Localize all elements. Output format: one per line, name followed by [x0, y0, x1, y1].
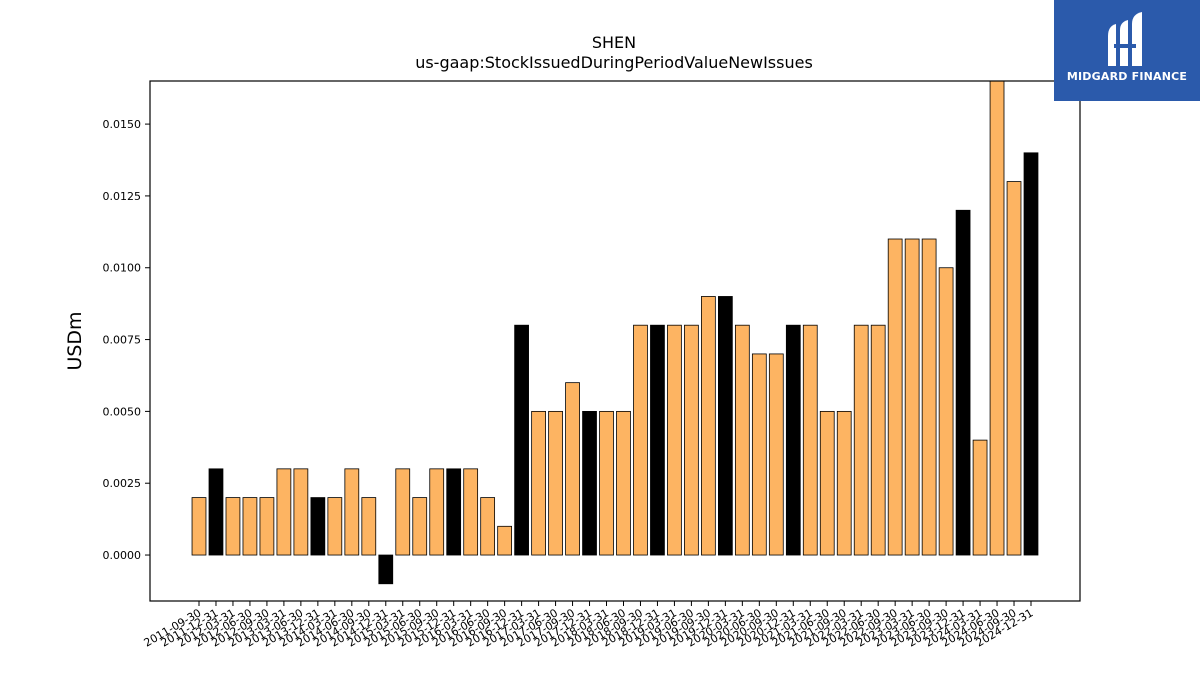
bar-2023-09-30	[938, 267, 954, 556]
y-axis: 0.0000 0.0025 0.0050 0.0075 0.0100 0.0125 0.01…	[103, 118, 150, 562]
chart-subtitle: us-gaap:StockIssuedDuringPeriodValueNewI…	[415, 53, 813, 72]
bar-2020-09-30	[768, 353, 784, 556]
y-tick-label: 0.0000	[103, 549, 142, 562]
bar-2015-06-30	[412, 497, 428, 556]
bar-2011-09-30	[191, 497, 207, 556]
brand-logo: MIDGARD FINANCE	[1054, 0, 1200, 101]
bar-2018-06-30	[616, 410, 631, 556]
bar-2019-12-31	[718, 296, 733, 556]
x-axis: 2011-09-302011-12-312012-03-312012-06-30…	[142, 601, 1036, 650]
logo-mark-icon	[1108, 12, 1142, 66]
y-tick-label: 0.0075	[103, 334, 142, 347]
bar-2017-06-30	[548, 410, 563, 556]
y-tick-label: 0.0150	[103, 118, 142, 131]
bar-2013-12-31	[310, 497, 326, 556]
bar-2022-03-31	[853, 324, 869, 556]
bar-2016-09-30	[497, 525, 512, 556]
bar-2024-09-30	[1006, 181, 1022, 556]
y-tick-label: 0.0100	[103, 262, 142, 275]
bar-2021-09-30	[836, 410, 852, 556]
bar-2016-12-31	[514, 324, 529, 556]
bar-2017-03-31	[531, 410, 546, 556]
bar-2022-09-30	[887, 238, 903, 556]
bar-2024-03-31	[972, 439, 988, 556]
bar-2011-12-31	[208, 468, 224, 556]
bar-2014-03-31	[327, 497, 343, 556]
bar-2012-06-30	[242, 497, 258, 556]
bar-2019-09-30	[701, 296, 716, 556]
chart-title: SHEN	[592, 33, 636, 52]
bar-2020-06-30	[751, 353, 767, 556]
bar-2012-09-30	[259, 497, 275, 556]
bar-2016-06-30	[480, 497, 496, 556]
bar-2023-06-30	[921, 238, 937, 556]
y-axis-label: USDm	[64, 311, 86, 370]
bars	[191, 80, 1039, 585]
plot-frame	[149, 80, 1081, 602]
bar-2012-03-31	[225, 497, 241, 556]
bar-2024-06-30	[989, 80, 1005, 556]
bar-2018-09-30	[633, 324, 648, 556]
bar-2019-06-30	[684, 324, 699, 556]
bar-2016-03-31	[463, 468, 479, 556]
y-tick-label: 0.0025	[103, 477, 142, 490]
bar-2013-06-30	[293, 468, 309, 556]
bar-2022-06-30	[870, 324, 886, 556]
bar-2019-03-31	[667, 324, 682, 556]
logo-text: MIDGARD FINANCE	[1066, 70, 1188, 83]
bar-2015-12-31	[446, 468, 462, 556]
bar-2021-03-31	[802, 324, 818, 556]
bar-2018-12-31	[650, 324, 665, 556]
bar-2014-12-31	[378, 554, 394, 585]
bar-2024-12-31	[1023, 152, 1039, 556]
bar-2013-03-31	[276, 468, 292, 556]
bar-2021-06-30	[819, 410, 835, 556]
y-tick-label: 0.0125	[103, 190, 142, 203]
bar-2023-03-31	[904, 238, 920, 556]
bar-2017-09-30	[565, 382, 580, 556]
bar-2023-12-31	[955, 209, 971, 556]
bar-2020-03-31	[734, 324, 750, 556]
y-tick-label: 0.0050	[103, 405, 142, 418]
bar-2015-09-30	[429, 468, 445, 556]
bar-2020-12-31	[785, 324, 801, 556]
bar-2014-09-30	[361, 497, 377, 556]
bar-2015-03-31	[395, 468, 411, 556]
bar-2017-12-31	[582, 410, 597, 556]
bar-2014-06-30	[344, 468, 360, 556]
bar-2018-03-31	[599, 410, 614, 556]
